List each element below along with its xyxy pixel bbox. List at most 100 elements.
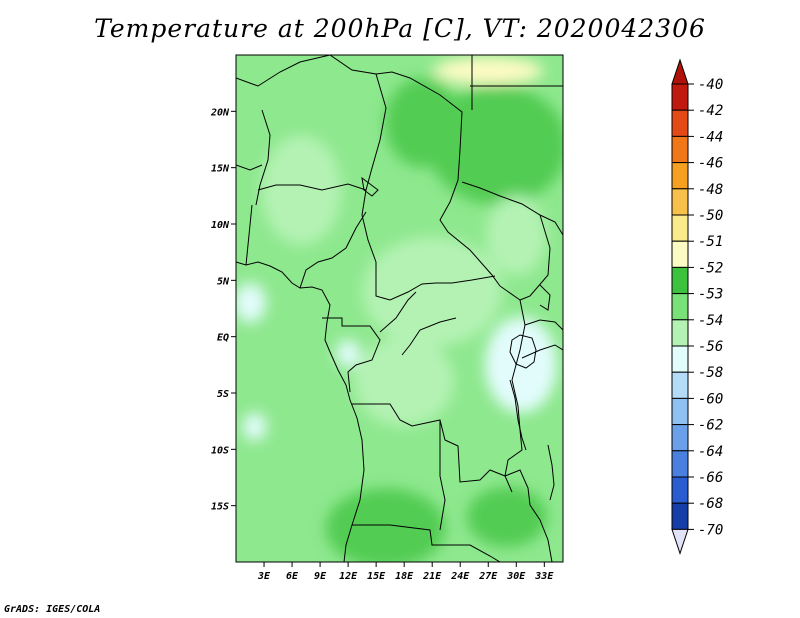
colorbar-swatch: [671, 83, 689, 111]
lon-tick-label: 15E: [367, 571, 386, 582]
plot-area: [236, 55, 563, 562]
field-patch-chad-dark-green: [384, 77, 461, 168]
lake-tanganyika: [509, 379, 527, 451]
lon-tick-label: 9E: [314, 571, 327, 582]
lat-tick-label: EQ: [217, 333, 229, 344]
field-patch-gabon-cyan: [336, 339, 361, 368]
grads-credit: GrADS: IGES/COLA: [4, 604, 101, 615]
colorbar-swatch: [671, 266, 689, 295]
longitude-axis: 3E 6E 9E 12E 15E 18E 21E 24E 27E 30E 33E: [257, 562, 554, 582]
colorbar-swatch: [671, 188, 689, 216]
colorbar-swatch: [671, 319, 689, 347]
colorbar-swatch: [671, 502, 689, 530]
congo-river: [401, 317, 457, 356]
country-borders: [236, 55, 563, 562]
colorbar-swatch: [671, 397, 689, 426]
lat-tick-label: 5S: [217, 389, 229, 400]
field-patch-gulf-guinea-cyan: [236, 282, 267, 323]
lake-chad: [361, 176, 379, 197]
border-nigeria-cameroon: [299, 211, 367, 289]
lake-malawi: [547, 444, 555, 501]
lake-turkana-region: [539, 284, 551, 311]
colorbar-swatch: [671, 109, 689, 137]
border-sudan-south: [461, 181, 563, 236]
colorbar-swatch: [671, 371, 689, 399]
colorbar-label: -42: [698, 103, 723, 119]
lon-tick-label: 21E: [422, 571, 442, 582]
border-angola-drc: [352, 403, 506, 483]
border-angola-south: [352, 524, 501, 562]
border-sudan-ethiopia: [519, 214, 551, 301]
lat-tick-label: 20N: [210, 107, 230, 118]
border-kenya-tanzania: [521, 344, 563, 359]
lon-tick-label: 3E: [257, 571, 271, 582]
field-patch-lake-victoria-cyan: [484, 316, 557, 413]
border-niger-chad: [329, 55, 387, 263]
lon-tick-label: 6E: [286, 571, 299, 582]
border-nigeria: [257, 183, 367, 191]
lat-tick-label: 15S: [211, 502, 229, 513]
colorbar-label: -58: [698, 365, 723, 381]
colorbar-label: -54: [698, 313, 723, 329]
field-patch-congo-light-green: [354, 336, 455, 427]
lon-tick-label: 24E: [450, 571, 470, 582]
coastline-west-africa: [236, 261, 365, 562]
colorbar-swatch: [671, 293, 689, 321]
border-cameroon-car: [375, 262, 496, 301]
plot-frame: [235, 54, 564, 563]
colorbar-swatch: [671, 424, 689, 452]
colorbar-label: -68: [698, 496, 723, 512]
latitude-axis: 20N 15N 10N 5N EQ 5S 10S 15S: [210, 107, 236, 513]
colorbar-label: -62: [698, 418, 723, 434]
border-benin-togo: [245, 204, 253, 266]
colorbar-label: -60: [698, 391, 723, 407]
colorbar-swatch: [671, 135, 689, 164]
colorbar-label: -66: [698, 470, 723, 486]
border-east-africa: [524, 319, 563, 331]
lat-tick-label: 10N: [211, 220, 230, 231]
lat-tick-label: 15N: [211, 164, 230, 175]
colorbar-label: -53: [698, 287, 723, 303]
lon-tick-label: 30E: [506, 571, 526, 582]
colorbar-swatch: [671, 345, 689, 373]
colorbar-swatch: [671, 476, 689, 504]
lon-tick-label: 18E: [395, 571, 414, 582]
lake-victoria: [509, 334, 537, 369]
colorbar-label: -52: [698, 260, 723, 276]
lon-tick-label: 27E: [478, 571, 498, 582]
border-sahel-north: [236, 55, 331, 87]
border-zambia-mozambique: [504, 469, 553, 562]
border-angola-zambia: [439, 420, 446, 531]
colorbar-label: -51: [698, 234, 723, 250]
colorbar-swatch: [671, 240, 689, 268]
colorbar-swatch: [671, 214, 689, 242]
colorbar-label: -70: [698, 522, 723, 538]
field-patch-southeast-dark-green: [466, 486, 547, 547]
lat-tick-label: 5N: [217, 276, 230, 287]
field-patch-sahara-pale-yellow: [433, 56, 544, 85]
colorbar-label: -44: [698, 129, 723, 145]
colorbar-label: -56: [698, 339, 723, 355]
border-drc-west: [379, 291, 417, 333]
map-title: Temperature at 200hPa [C], VT: 202004230…: [94, 14, 706, 43]
colorbar: -40 -42 -44 -46 -48 -50 -51 -52 -53 -54 -56 -58 -60 -…: [671, 58, 723, 555]
border-chad-sudan: [375, 71, 501, 287]
colorbar-label: -46: [698, 156, 723, 172]
lon-tick-label: 12E: [339, 571, 358, 582]
colorbar-label: -64: [698, 444, 723, 460]
border-drc-east: [499, 285, 526, 493]
border-gabon-congo: [322, 317, 381, 393]
field-patch-atlantic-cyan: [242, 412, 267, 441]
colorbar-bottom-arrow: [671, 528, 689, 555]
lon-tick-label: 33E: [534, 571, 554, 582]
colorbar-swatch: [671, 450, 689, 478]
colorbar-top-arrow: [671, 58, 689, 85]
colorbar-label: -50: [698, 208, 723, 224]
field-patch-south-dark-green: [325, 488, 446, 562]
field-patch-central-light-green: [362, 236, 503, 347]
field-patch-west-light-green: [261, 135, 342, 246]
colorbar-label: -48: [698, 182, 723, 198]
field-patch-east-light-green: [486, 195, 547, 276]
border-burkina: [236, 164, 263, 171]
